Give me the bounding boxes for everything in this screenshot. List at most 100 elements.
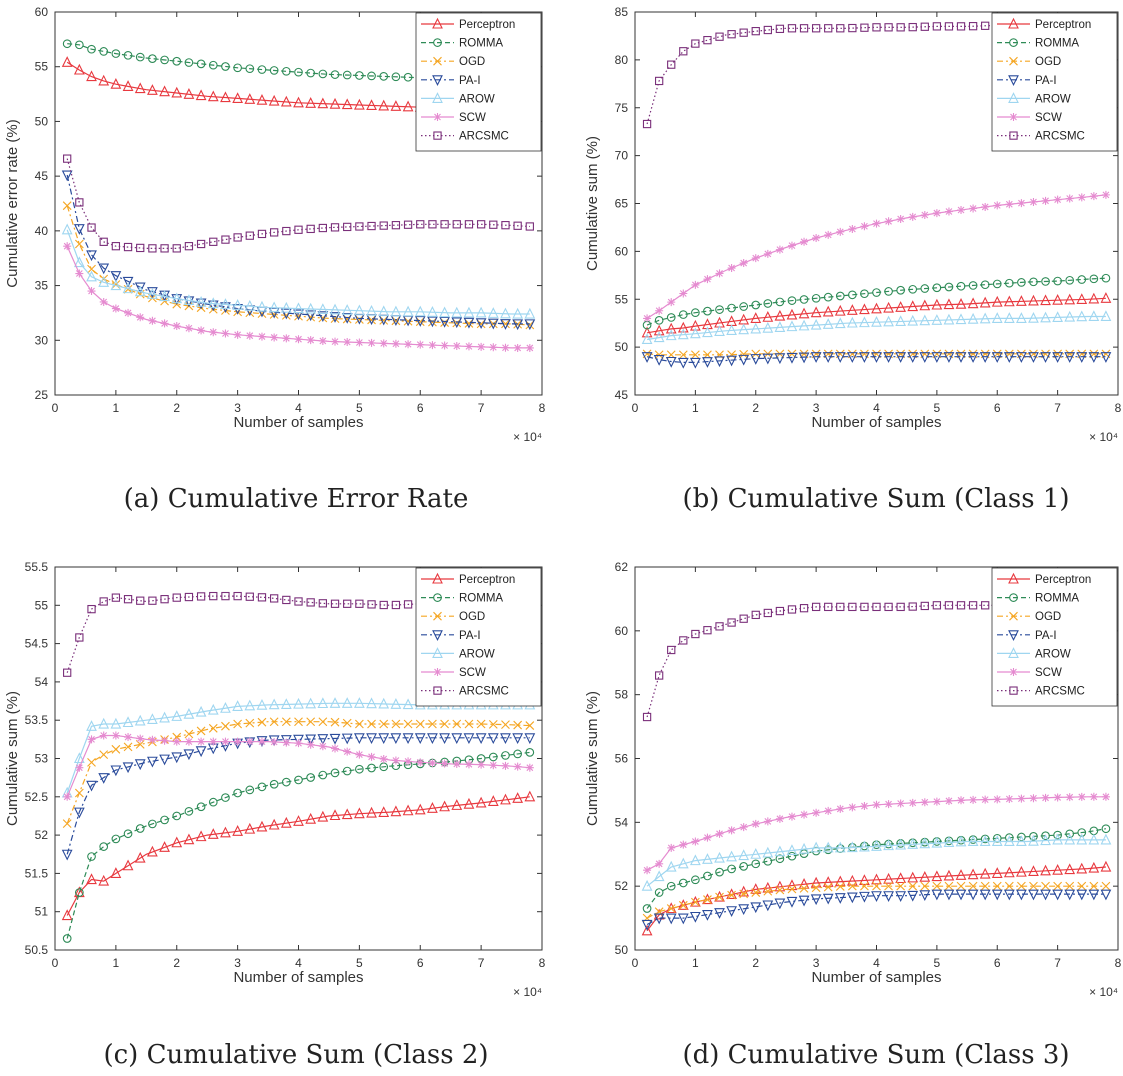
- y-tick-label: 60: [35, 5, 49, 19]
- data-point: [991, 867, 1003, 878]
- data-point: [727, 350, 736, 359]
- data-point: [500, 793, 511, 805]
- data-point: [306, 224, 315, 234]
- data-point: [147, 845, 158, 857]
- data-point: [415, 317, 425, 327]
- data-point: [641, 326, 653, 338]
- x-tick-label: 1: [113, 401, 120, 415]
- data-point: [884, 217, 893, 226]
- data-point: [451, 317, 463, 329]
- data-point: [501, 761, 510, 770]
- legend-label: OGD: [1035, 56, 1061, 68]
- data-point: [403, 72, 413, 82]
- data-point: [354, 315, 364, 324]
- data-point: [501, 751, 510, 760]
- data-point: [703, 275, 712, 284]
- legend-label: ROMMA: [459, 38, 503, 50]
- data-point: [270, 737, 279, 746]
- data-point: [992, 881, 1002, 891]
- data-point: [872, 288, 881, 297]
- data-point: [195, 298, 207, 310]
- data-point: [111, 242, 121, 251]
- data-point: [487, 733, 499, 745]
- data-point: [63, 154, 72, 163]
- data-point: [1101, 273, 1111, 283]
- data-point: [488, 719, 498, 729]
- data-point: [306, 717, 316, 727]
- data-point: [355, 599, 364, 608]
- data-point: [689, 327, 701, 339]
- data-point: [317, 810, 329, 822]
- data-point: [183, 707, 195, 719]
- data-point: [677, 899, 689, 910]
- data-point: [73, 752, 85, 764]
- x-tick-label: 5: [934, 956, 941, 970]
- data-point: [993, 201, 1002, 210]
- x-tick-label: 0: [632, 956, 639, 970]
- data-point: [641, 879, 653, 891]
- data-point: [980, 280, 990, 290]
- data-point: [920, 284, 930, 293]
- data-point: [414, 803, 426, 815]
- data-point: [367, 719, 376, 729]
- data-point: [969, 204, 978, 213]
- data-point: [110, 867, 122, 878]
- data-point: [451, 733, 463, 745]
- data-point: [196, 592, 206, 601]
- data-point: [1017, 794, 1026, 803]
- data-point: [184, 242, 194, 251]
- data-point: [317, 311, 329, 323]
- data-point: [390, 698, 402, 709]
- data-point: [763, 817, 772, 826]
- legend-box: [991, 12, 1118, 152]
- data-point: [1052, 833, 1064, 845]
- x-axis-label: Number of samples: [811, 969, 941, 986]
- data-point: [1089, 274, 1099, 284]
- data-point: [727, 30, 736, 39]
- data-point: [428, 758, 437, 767]
- data-point: [919, 314, 931, 326]
- data-point: [667, 60, 676, 69]
- x-tick-label: 7: [1054, 956, 1061, 970]
- data-point: [61, 849, 73, 861]
- data-point: [171, 710, 183, 721]
- data-point: [208, 60, 218, 70]
- y-tick-label: 50: [35, 114, 49, 128]
- data-point: [464, 760, 473, 769]
- data-point: [476, 220, 486, 229]
- data-point: [282, 334, 291, 343]
- data-point: [967, 297, 979, 309]
- data-point: [763, 25, 772, 35]
- data-point: [739, 259, 748, 268]
- data-point: [86, 270, 97, 282]
- legend-box: [415, 12, 542, 152]
- data-point: [208, 723, 218, 733]
- data-point: [98, 773, 110, 784]
- data-point: [391, 316, 401, 326]
- data-point: [122, 859, 134, 871]
- data-point: [487, 307, 499, 318]
- data-point: [281, 777, 291, 787]
- data-point: [677, 857, 689, 869]
- legend: Perceptron ROMMA OGD PA-I AROW SCW ARCSMC: [991, 567, 1118, 707]
- data-point: [111, 593, 121, 602]
- data-point: [750, 322, 762, 334]
- data-point: [931, 870, 943, 882]
- data-point: [727, 890, 736, 900]
- data-point: [317, 303, 329, 314]
- data-point: [160, 244, 169, 253]
- data-point: [702, 326, 713, 338]
- data-point: [512, 792, 524, 803]
- data-point: [751, 819, 760, 828]
- data-point: [184, 324, 193, 333]
- data-point: [726, 355, 737, 367]
- data-point: [641, 333, 653, 345]
- data-point: [99, 731, 108, 740]
- data-point: [379, 315, 389, 325]
- data-point: [787, 296, 797, 305]
- data-point: [427, 733, 438, 745]
- x-tick-label: 2: [752, 956, 759, 970]
- legend-marker: [433, 113, 442, 121]
- series-line-pa-i: [646, 893, 1106, 926]
- data-point: [98, 263, 110, 275]
